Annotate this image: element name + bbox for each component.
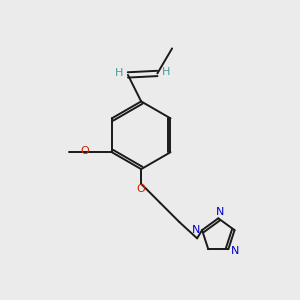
Text: N: N <box>216 207 224 217</box>
Text: O: O <box>137 184 146 194</box>
Text: N: N <box>191 225 200 235</box>
Text: O: O <box>80 146 89 156</box>
Text: H: H <box>115 68 123 78</box>
Text: N: N <box>231 246 239 256</box>
Text: H: H <box>162 67 170 77</box>
